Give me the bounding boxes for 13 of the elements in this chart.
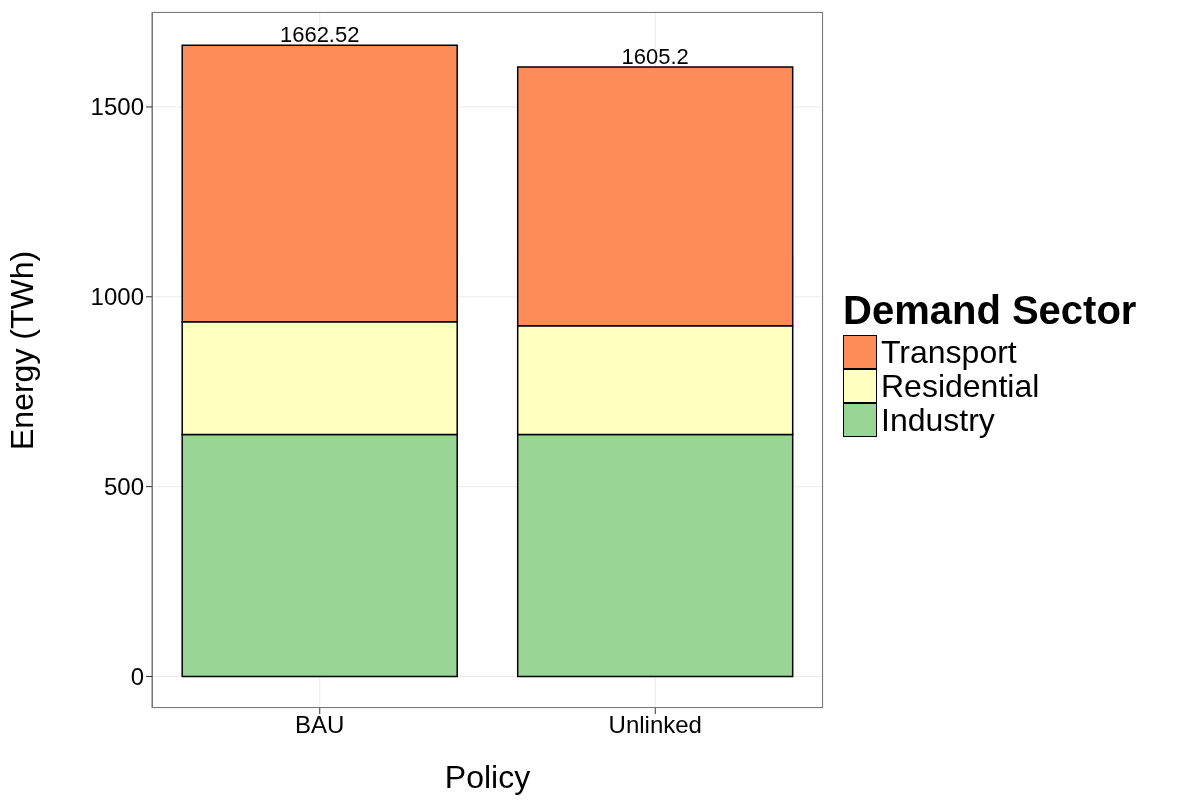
legend-label: Transport: [881, 333, 1017, 371]
x-tick-label: Unlinked: [608, 711, 702, 739]
legend-title: Demand Sector: [843, 288, 1137, 333]
total-label: 1605.2: [621, 43, 689, 69]
y-tick-label: 500: [103, 473, 144, 501]
x-tick-label: BAU: [295, 711, 345, 739]
y-tick-label: 1500: [90, 93, 144, 121]
legend-label: Industry: [881, 401, 995, 439]
y-axis-title: Energy (TWh): [4, 250, 41, 450]
x-axis-title: Policy: [444, 759, 531, 795]
y-tick-label: 1000: [90, 283, 144, 311]
y-tick-label: 0: [130, 663, 144, 690]
total-label: 1662.52: [279, 22, 360, 48]
